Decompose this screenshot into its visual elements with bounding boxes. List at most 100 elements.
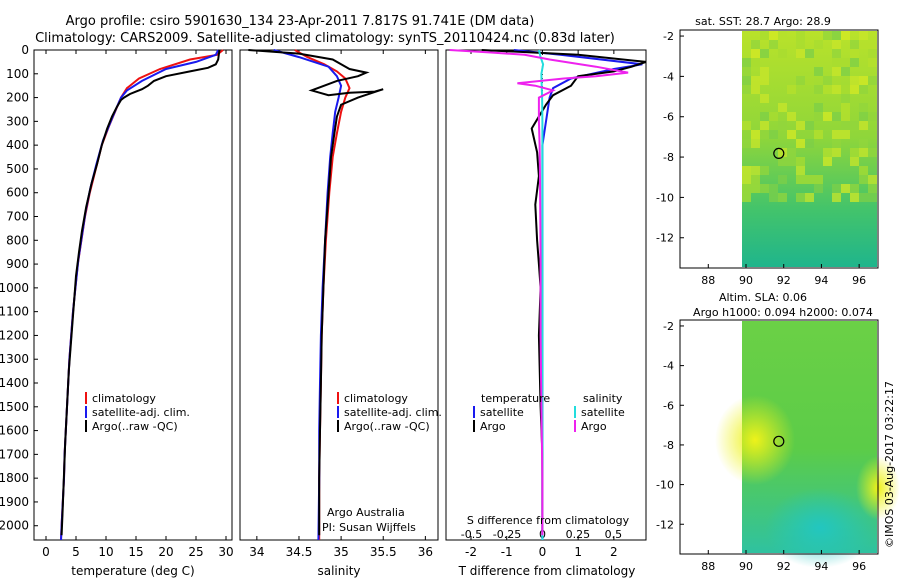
temperature-x-axis: 0 5 10 15 20 25 30 bbox=[42, 50, 234, 559]
y-tick-label: 1900 bbox=[0, 495, 29, 509]
y-tick-label: 1700 bbox=[0, 447, 29, 461]
sla-map-axes: 88 90 92 94 96 -2 -4 -6 -8 -10 -12 bbox=[656, 320, 866, 573]
sst-pixel bbox=[832, 58, 841, 67]
sst-map-data bbox=[742, 31, 877, 267]
sst-pixel bbox=[742, 67, 751, 76]
sst-pixel bbox=[760, 121, 769, 130]
sst-pixel bbox=[841, 85, 850, 94]
sst-pixel bbox=[778, 31, 787, 40]
difference-legend: temperature satellite Argo salinity sate… bbox=[473, 392, 625, 433]
y-tick-label: 700 bbox=[6, 210, 29, 224]
x-tick-label: 35 bbox=[333, 545, 348, 559]
sst-pixel bbox=[778, 103, 787, 112]
sst-pixel bbox=[868, 58, 877, 67]
sst-pixel bbox=[787, 157, 796, 166]
sst-pixel bbox=[760, 94, 769, 103]
sst-pixel bbox=[859, 166, 868, 175]
sst-pixel bbox=[841, 112, 850, 121]
legend-temperature-heading: temperature bbox=[481, 392, 550, 405]
sst-pixel bbox=[814, 175, 823, 184]
sst-pixel bbox=[796, 76, 805, 85]
sst-pixel bbox=[742, 184, 751, 193]
sst-pixel bbox=[760, 49, 769, 58]
y-tick-label: 1400 bbox=[0, 376, 29, 390]
sst-pixel bbox=[859, 139, 868, 148]
sst-pixel bbox=[850, 184, 859, 193]
sst-pixel bbox=[814, 130, 823, 139]
x-tick-label: 34.5 bbox=[286, 545, 313, 559]
sst-pixel bbox=[778, 121, 787, 130]
sst-pixel bbox=[832, 76, 841, 85]
sst-pixel bbox=[850, 49, 859, 58]
salinity-series bbox=[248, 49, 384, 541]
sst-pixel bbox=[832, 130, 841, 139]
x-tick-label: 36 bbox=[418, 545, 433, 559]
map-x-tick-label: 90 bbox=[739, 274, 753, 287]
y-tick-label: 900 bbox=[6, 257, 29, 271]
x-tick-label: 25 bbox=[188, 545, 203, 559]
sst-pixel bbox=[814, 85, 823, 94]
y-tick-label: 1800 bbox=[0, 471, 29, 485]
sst-pixel bbox=[841, 58, 850, 67]
sst-pixel bbox=[796, 157, 805, 166]
sst-pixel bbox=[859, 31, 868, 40]
sst-pixel bbox=[823, 31, 832, 40]
sst-pixel bbox=[742, 139, 751, 148]
salinity-panel: 34 34.5 35 35.5 36 salinity climatology sate… bbox=[239, 49, 442, 578]
sst-pixel bbox=[751, 49, 760, 58]
sst-pixel bbox=[760, 76, 769, 85]
sst-pixel bbox=[778, 193, 787, 202]
y-tick-label: 500 bbox=[6, 162, 29, 176]
sst-pixel bbox=[751, 58, 760, 67]
x-tick-label: 5 bbox=[72, 545, 80, 559]
x-tick-label: 30 bbox=[218, 545, 233, 559]
legend-argo-label: Argo(..raw -QC) bbox=[92, 420, 178, 433]
series-climatology bbox=[60, 49, 224, 541]
y-tick-label: 2000 bbox=[0, 519, 29, 533]
x-tick-label: 0 bbox=[42, 545, 50, 559]
map-y-tick-label: -4 bbox=[663, 360, 674, 373]
sst-texture bbox=[742, 31, 877, 202]
sst-map-title: sat. SST: 28.7 Argo: 28.9 bbox=[695, 15, 831, 28]
sst-pixel bbox=[841, 94, 850, 103]
map-y-tick-label: -10 bbox=[656, 191, 674, 204]
legend-sal-satellite-label: satellite bbox=[581, 406, 625, 419]
map-y-tick-label: -6 bbox=[663, 399, 674, 412]
credit-pi: PI: Susan Wijffels bbox=[322, 521, 416, 534]
map-y-tick-label: -4 bbox=[663, 70, 674, 83]
map-x-tick-label: 88 bbox=[701, 274, 715, 287]
sst-pixel bbox=[787, 148, 796, 157]
sst-pixel bbox=[742, 193, 751, 202]
sla-map-data bbox=[715, 321, 900, 568]
sst-pixel bbox=[814, 40, 823, 49]
sst-pixel bbox=[850, 58, 859, 67]
sst-argo-position-marker bbox=[773, 147, 785, 159]
y-tick-label: 1500 bbox=[0, 400, 29, 414]
y-tick-label: 1600 bbox=[0, 424, 29, 438]
sst-pixel bbox=[751, 139, 760, 148]
y-tick-label: 1200 bbox=[0, 328, 29, 342]
map-x-tick-label: 94 bbox=[814, 560, 828, 573]
sst-pixel bbox=[841, 184, 850, 193]
figure-title-line2: Climatology: CARS2009. Satellite-adjuste… bbox=[35, 31, 615, 46]
sla-map-title: Altim. SLA: 0.06 bbox=[719, 291, 807, 304]
x-tick-label: 0 bbox=[539, 545, 547, 559]
sst-pixel bbox=[814, 112, 823, 121]
s-tick-label: 0.25 bbox=[566, 528, 591, 541]
sla-map-frame bbox=[679, 319, 879, 555]
sst-pixel bbox=[760, 130, 769, 139]
temperature-legend: climatology satellite-adj. clim. Argo(..… bbox=[85, 392, 190, 433]
sst-pixel bbox=[832, 85, 841, 94]
sst-pixel bbox=[787, 112, 796, 121]
sst-pixel bbox=[832, 40, 841, 49]
legend-satellite-label: satellite-adj. clim. bbox=[92, 406, 190, 419]
difference-axis-label: T difference from climatology bbox=[458, 564, 636, 578]
sst-pixel bbox=[823, 85, 832, 94]
sst-pixel bbox=[796, 40, 805, 49]
series-satellite-adj-clim- bbox=[60, 49, 220, 541]
sla-high-anomaly-west bbox=[715, 395, 795, 485]
sst-pixel bbox=[760, 67, 769, 76]
sst-pixel bbox=[769, 130, 778, 139]
figure-title-line1: Argo profile: csiro 5901630_134 23-Apr-2… bbox=[66, 14, 535, 29]
